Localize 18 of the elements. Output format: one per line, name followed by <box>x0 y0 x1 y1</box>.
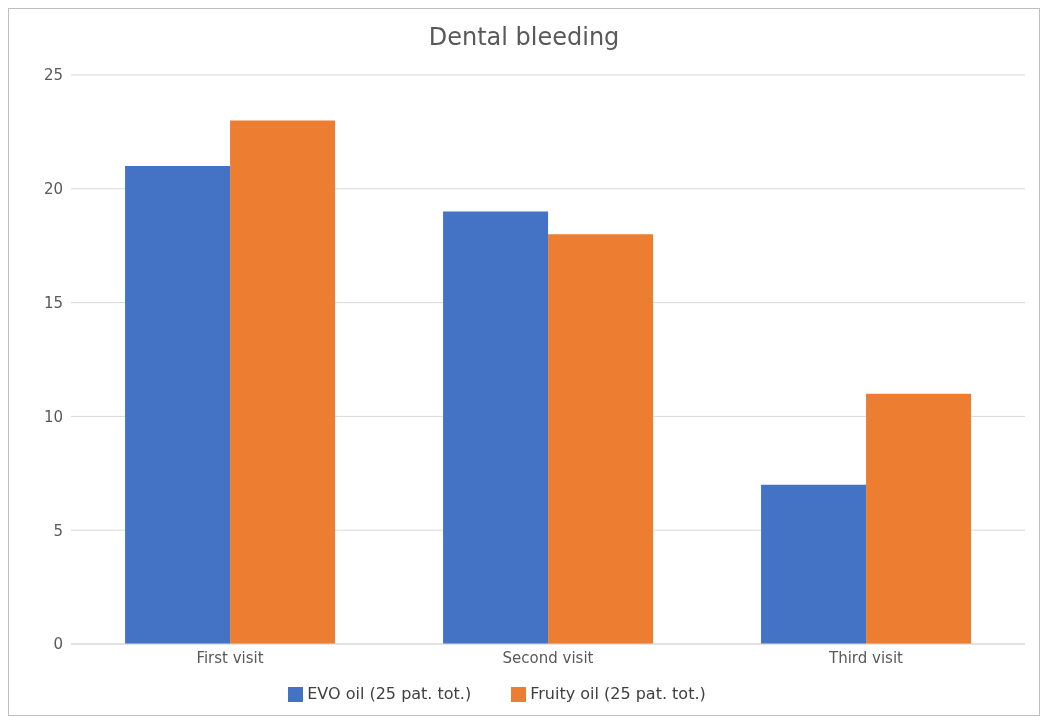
y-tick-label: 20 <box>43 180 63 199</box>
y-tick-label: 0 <box>53 635 63 654</box>
x-tick-label: Second visit <box>502 648 594 667</box>
chart-title: Dental bleeding <box>427 22 621 53</box>
bar <box>866 393 972 644</box>
legend-label: Fruity oil (25 pat. tot.) <box>530 684 706 703</box>
legend-label: EVO oil (25 pat. tot.) <box>307 684 472 703</box>
y-tick-label: 25 <box>43 66 63 85</box>
bar <box>761 484 867 644</box>
y-tick-label: 5 <box>53 521 63 540</box>
x-tick-label: Third visit <box>828 648 904 667</box>
y-tick-label: 15 <box>43 293 63 312</box>
bar <box>548 234 654 644</box>
y-tick-label: 10 <box>43 407 63 426</box>
bar <box>230 120 336 644</box>
bar <box>125 166 231 644</box>
bar <box>443 211 549 644</box>
x-tick-label: First visit <box>196 648 264 667</box>
